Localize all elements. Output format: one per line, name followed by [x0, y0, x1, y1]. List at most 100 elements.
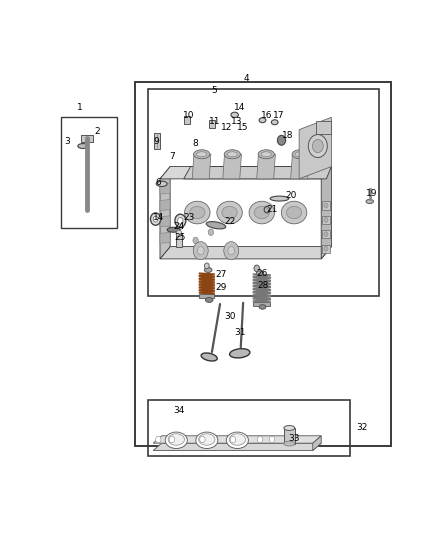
Ellipse shape: [292, 150, 308, 159]
Circle shape: [169, 436, 175, 443]
Ellipse shape: [259, 118, 266, 123]
Text: 12: 12: [220, 123, 232, 132]
Text: 22: 22: [224, 217, 235, 227]
Text: 27: 27: [215, 270, 227, 279]
Polygon shape: [160, 199, 170, 211]
Text: 3: 3: [65, 138, 71, 147]
Bar: [284, 428, 295, 443]
Bar: [134, 83, 391, 446]
Text: 10: 10: [183, 111, 194, 120]
Polygon shape: [153, 443, 321, 450]
Ellipse shape: [156, 181, 167, 187]
Circle shape: [176, 225, 181, 231]
Text: 13: 13: [230, 117, 242, 126]
Ellipse shape: [270, 196, 289, 201]
Ellipse shape: [168, 434, 184, 445]
Circle shape: [153, 216, 158, 222]
Ellipse shape: [227, 152, 237, 157]
Ellipse shape: [201, 353, 217, 361]
Text: 15: 15: [237, 123, 249, 132]
Text: 24: 24: [173, 222, 184, 231]
Ellipse shape: [284, 425, 295, 431]
Ellipse shape: [217, 201, 242, 224]
Bar: [184, 117, 190, 124]
Ellipse shape: [229, 434, 246, 445]
Circle shape: [324, 232, 328, 237]
Bar: [148, 88, 379, 296]
Circle shape: [224, 241, 239, 260]
Text: 21: 21: [266, 205, 278, 214]
Bar: [322, 216, 330, 224]
Ellipse shape: [199, 434, 215, 445]
Text: 19: 19: [366, 189, 378, 198]
Text: 14: 14: [234, 102, 245, 111]
Ellipse shape: [284, 441, 295, 446]
Text: 30: 30: [224, 312, 235, 321]
Ellipse shape: [206, 222, 226, 229]
Ellipse shape: [281, 201, 307, 224]
Polygon shape: [313, 436, 321, 450]
Circle shape: [228, 247, 235, 255]
Circle shape: [208, 229, 214, 236]
Ellipse shape: [259, 305, 266, 309]
Ellipse shape: [230, 349, 250, 358]
Ellipse shape: [190, 206, 205, 219]
Polygon shape: [153, 436, 321, 443]
Bar: [316, 122, 332, 134]
Text: 2: 2: [94, 127, 100, 136]
Circle shape: [200, 436, 205, 443]
Circle shape: [269, 436, 275, 443]
Text: 34: 34: [173, 406, 184, 415]
Ellipse shape: [261, 152, 271, 157]
Circle shape: [324, 203, 328, 208]
Ellipse shape: [249, 201, 275, 224]
Bar: [209, 120, 215, 127]
Polygon shape: [257, 154, 276, 179]
Polygon shape: [160, 183, 170, 194]
Polygon shape: [291, 154, 309, 179]
Bar: [154, 133, 160, 149]
Polygon shape: [192, 154, 211, 179]
Circle shape: [197, 247, 204, 255]
Text: 7: 7: [169, 152, 175, 161]
Text: 26: 26: [256, 269, 268, 278]
Circle shape: [176, 230, 182, 237]
Text: 14: 14: [152, 213, 164, 222]
Text: 25: 25: [175, 232, 186, 241]
Circle shape: [324, 217, 328, 222]
Bar: [148, 400, 350, 456]
Bar: [81, 135, 93, 142]
Circle shape: [324, 246, 328, 251]
Polygon shape: [223, 154, 241, 179]
Circle shape: [151, 213, 161, 225]
Bar: [176, 233, 182, 247]
Bar: [61, 117, 117, 228]
Ellipse shape: [78, 143, 88, 149]
Text: 20: 20: [285, 191, 297, 200]
Text: 18: 18: [282, 131, 293, 140]
Circle shape: [308, 134, 327, 158]
Circle shape: [193, 241, 208, 260]
Ellipse shape: [366, 199, 374, 204]
Bar: [322, 230, 330, 238]
Text: 32: 32: [356, 423, 367, 432]
Ellipse shape: [184, 201, 210, 224]
Circle shape: [193, 237, 198, 244]
Ellipse shape: [254, 206, 269, 219]
Ellipse shape: [295, 152, 305, 157]
Polygon shape: [160, 166, 170, 259]
Polygon shape: [160, 247, 332, 259]
Circle shape: [254, 265, 259, 272]
Ellipse shape: [165, 432, 187, 448]
Ellipse shape: [196, 432, 218, 448]
Text: 6: 6: [155, 179, 161, 188]
Ellipse shape: [205, 297, 213, 302]
Ellipse shape: [286, 206, 302, 219]
Ellipse shape: [226, 432, 248, 448]
Text: 28: 28: [258, 281, 269, 290]
Ellipse shape: [258, 150, 274, 159]
Ellipse shape: [256, 271, 264, 276]
Bar: [253, 302, 270, 306]
Ellipse shape: [231, 112, 238, 117]
Text: 1: 1: [77, 102, 82, 111]
